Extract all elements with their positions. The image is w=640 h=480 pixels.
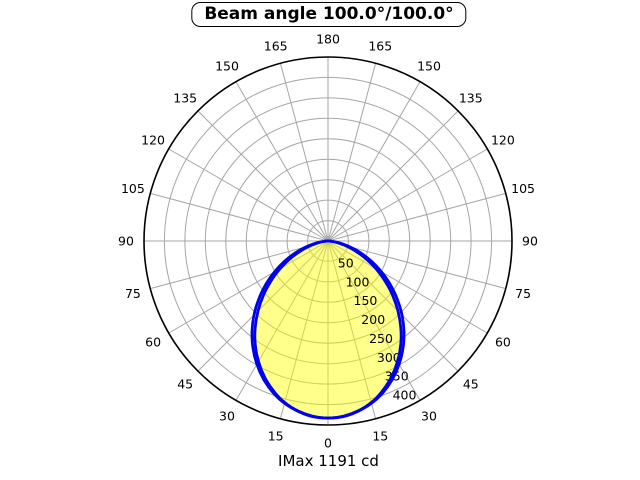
angle-tick-label: 135 <box>459 91 483 106</box>
angle-tick-label: 45 <box>177 376 193 391</box>
polar-outline <box>143 56 513 426</box>
radial-tick-label: 50 <box>338 255 354 270</box>
beam-curves <box>250 239 406 420</box>
curve-inner <box>253 239 403 420</box>
radial-tick-label: 400 <box>393 388 417 403</box>
angle-tick-label: 15 <box>372 429 388 444</box>
angle-tick-label: 120 <box>491 133 515 148</box>
angle-tick-label: 165 <box>264 38 288 53</box>
radial-tick-label: 100 <box>346 274 370 289</box>
angle-tick-label: 165 <box>368 38 392 53</box>
radial-tick-label: 150 <box>354 293 378 308</box>
chart-title: Beam angle 100.0°/100.0° <box>191 2 467 27</box>
angle-tick-label: 0 <box>324 436 332 451</box>
angle-tick-label: 135 <box>173 91 197 106</box>
angle-tick-labels: 0 15 15 30 30 45 45 60 60 75 75 90 90 105 105 120 120 135… <box>118 32 538 451</box>
angle-tick-label: 75 <box>125 286 141 301</box>
angle-tick-label: 15 <box>268 429 284 444</box>
angle-tick-label: 150 <box>417 59 441 74</box>
angle-tick-label: 60 <box>145 335 161 350</box>
angle-tick-label: 45 <box>463 376 479 391</box>
angle-tick-label: 150 <box>215 59 239 74</box>
imax-caption: IMax 1191 cd <box>278 452 379 470</box>
angle-tick-label: 75 <box>515 286 531 301</box>
angle-tick-label: 105 <box>121 181 145 196</box>
angle-tick-label: 30 <box>219 408 235 423</box>
angle-tick-label: 30 <box>421 408 437 423</box>
angle-tick-label: 105 <box>511 181 535 196</box>
angle-tick-label: 60 <box>495 335 511 350</box>
angle-tick-label: 90 <box>522 234 538 249</box>
radial-tick-label: 300 <box>377 350 401 365</box>
angle-tick-label: 90 <box>118 234 134 249</box>
radial-tick-label: 250 <box>369 331 393 346</box>
polar-grid <box>144 57 512 425</box>
beam-fill <box>254 241 402 418</box>
angle-tick-label: 120 <box>141 133 165 148</box>
angle-tick-label: 180 <box>316 32 340 47</box>
radial-tick-label: 200 <box>361 312 385 327</box>
